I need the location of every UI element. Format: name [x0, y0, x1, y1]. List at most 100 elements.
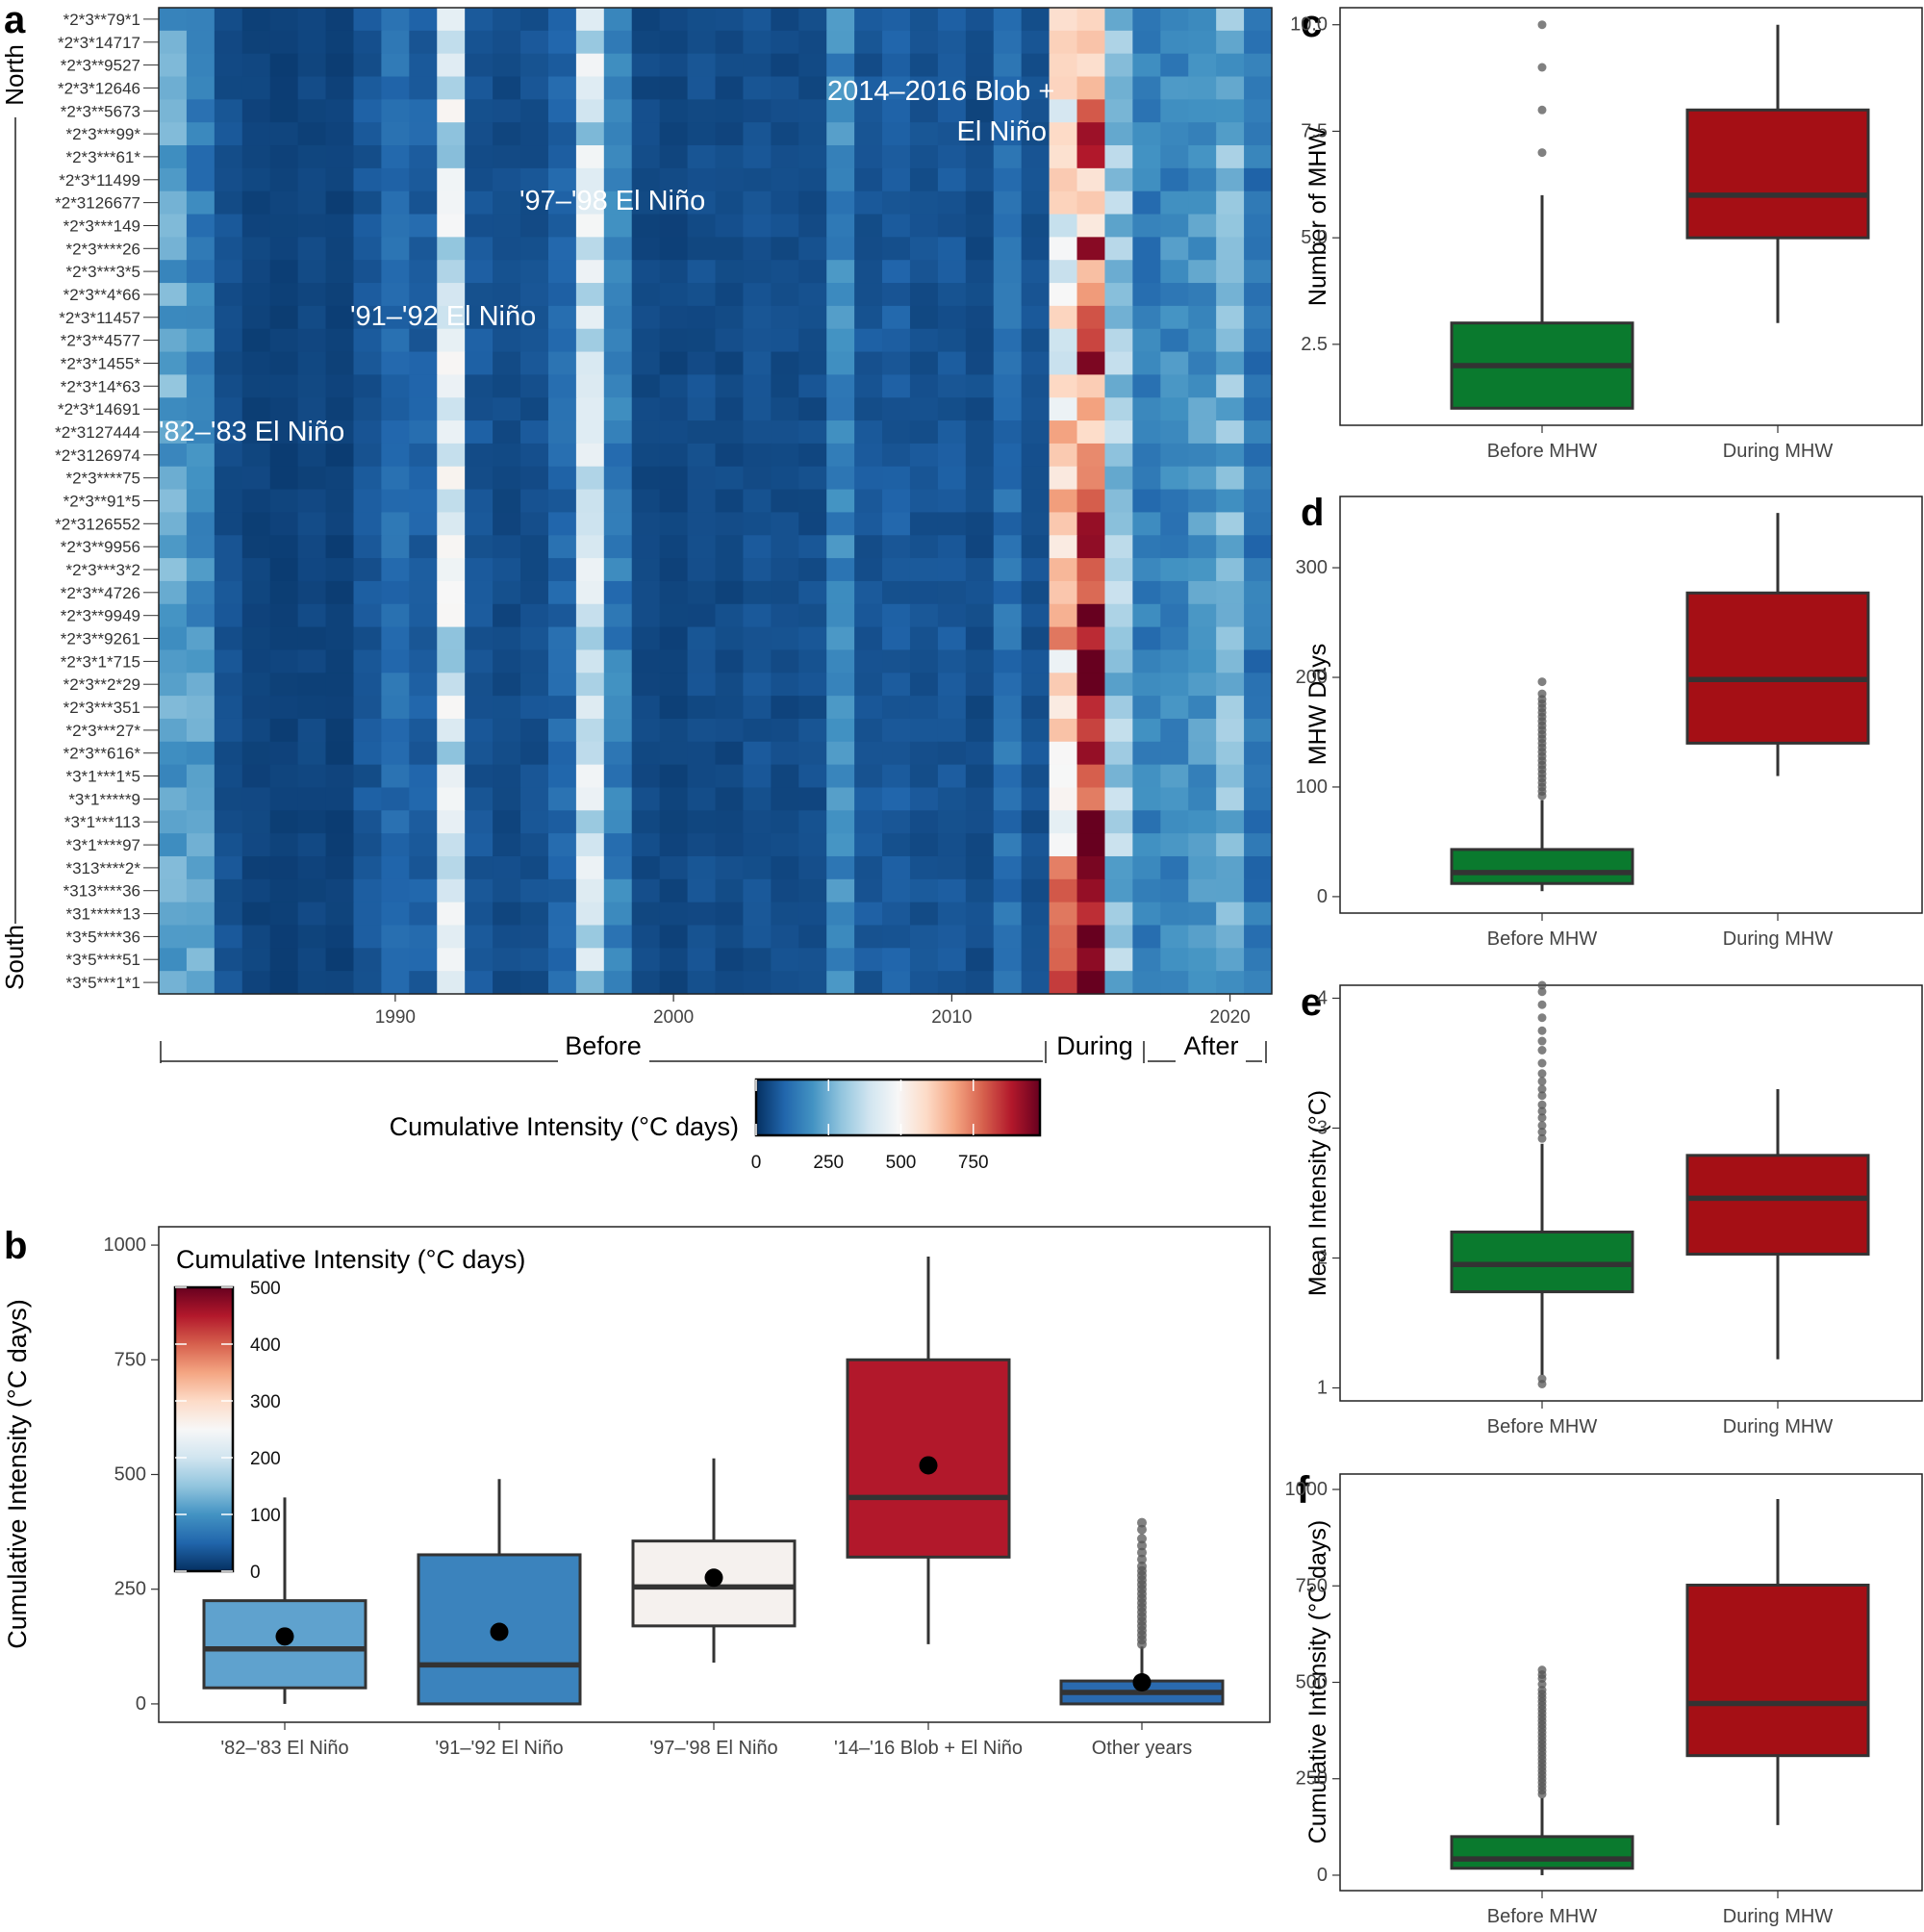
- heatmap-cell: [798, 810, 827, 834]
- colorbar-tick-label: 0: [751, 1153, 762, 1173]
- heatmap-cell: [909, 512, 939, 536]
- heatmap-cell: [798, 145, 827, 169]
- heatmap-cell: [353, 122, 383, 146]
- heatmap-cell: [325, 673, 355, 697]
- heatmap-cell: [493, 167, 521, 192]
- heatmap-cell: [854, 787, 883, 811]
- heatmap-cell: [575, 580, 605, 605]
- heatmap-cell: [743, 305, 772, 330]
- heatmap-cell: [493, 558, 521, 582]
- heatmap-cell: [1188, 971, 1217, 995]
- heatmap-cell: [409, 878, 438, 903]
- heatmap-cell: [437, 466, 466, 491]
- heatmap-cell: [1021, 328, 1051, 353]
- heatmap-cell: [547, 673, 577, 697]
- heatmap-cell: [297, 397, 327, 421]
- heatmap-cell: [631, 649, 661, 674]
- heatmap-cell: [159, 603, 188, 628]
- heatmap-cell: [1216, 833, 1245, 857]
- heatmap-cell: [1104, 397, 1133, 421]
- heatmap-cell: [575, 718, 605, 743]
- heatmap-cell: [603, 787, 633, 811]
- heatmap-cell: [687, 558, 717, 582]
- heatmap-cell: [1160, 810, 1189, 834]
- heatmap-cell: [854, 214, 883, 238]
- heatmap-cell: [575, 397, 605, 421]
- heatmap-cell: [965, 122, 995, 146]
- heatmap-cell: [743, 673, 772, 697]
- site-label: *3*1*****9: [68, 790, 140, 808]
- heatmap-cell: [1104, 741, 1133, 766]
- heatmap-cell: [1160, 787, 1189, 811]
- heatmap-cell: [826, 512, 855, 536]
- x-tick-label: Before MHW: [1487, 441, 1598, 462]
- heatmap-cell: [1021, 649, 1051, 674]
- heatmap-cell: [547, 925, 577, 949]
- heatmap-cell: [771, 466, 799, 491]
- heatmap-cell: [909, 443, 939, 468]
- heatmap-cell: [159, 76, 188, 100]
- site-label: *2*3*1455*: [61, 355, 141, 373]
- heatmap-cell: [1244, 787, 1273, 811]
- heatmap-cell: [715, 603, 745, 628]
- heatmap-cell: [214, 283, 243, 307]
- y-tick-label: 7.5: [1301, 120, 1328, 141]
- heatmap-cell: [520, 948, 549, 972]
- heatmap-cell: [1188, 626, 1217, 651]
- heatmap-cell: [1132, 649, 1161, 674]
- heatmap-cell: [409, 305, 438, 330]
- heatmap-cell: [465, 603, 494, 628]
- heatmap-cell: [771, 810, 799, 834]
- heatmap-cell: [353, 741, 383, 766]
- heatmap-cell: [381, 283, 410, 307]
- heatmap-cell: [659, 374, 689, 398]
- heatmap-cell: [1132, 420, 1161, 445]
- mean-point: [919, 1456, 938, 1475]
- heatmap-cell: [937, 466, 967, 491]
- heatmap-cell: [547, 53, 577, 78]
- outlier-point: [1537, 1374, 1547, 1384]
- heatmap-cell: [993, 535, 1023, 559]
- heatmap-cell: [965, 99, 995, 123]
- heatmap-cell: [715, 305, 745, 330]
- heatmap-cell: [269, 237, 299, 261]
- heatmap-cell: [297, 925, 327, 949]
- heatmap-cell: [1216, 741, 1245, 766]
- heatmap-cell: [493, 649, 521, 674]
- heatmap-cell: [937, 53, 967, 78]
- heatmap-cell: [771, 260, 799, 284]
- heatmap-cell: [743, 902, 772, 927]
- heatmap-cell: [547, 512, 577, 536]
- heatmap-cell: [353, 76, 383, 100]
- heatmap-cell: [159, 99, 188, 123]
- heatmap-cell: [325, 76, 355, 100]
- period-during-label: During: [1056, 1031, 1133, 1060]
- y-tick-label: 4: [1317, 988, 1328, 1009]
- heatmap-cell: [1049, 145, 1078, 169]
- heatmap-cell: [854, 558, 883, 582]
- heatmap-cell: [1104, 351, 1133, 375]
- panel-f-y-label: Cumulative Intensity (°C days): [1304, 1520, 1331, 1844]
- heatmap-cell: [269, 948, 299, 972]
- heatmap-cell: [743, 810, 772, 834]
- heatmap-cell: [520, 810, 549, 834]
- heatmap-cell: [1132, 351, 1161, 375]
- heatmap-cell: [965, 971, 995, 995]
- heatmap-cell: [1244, 855, 1273, 880]
- heatmap-cell: [993, 283, 1023, 307]
- heatmap-cell: [603, 580, 633, 605]
- panel-c-y-label: Number of MHW: [1304, 127, 1331, 307]
- heatmap-cell: [547, 649, 577, 674]
- heatmap-cell: [325, 512, 355, 536]
- heatmap-cell: [631, 53, 661, 78]
- heatmap-cell: [297, 558, 327, 582]
- heatmap-cell: [993, 443, 1023, 468]
- heatmap-cell: [1021, 948, 1051, 972]
- heatmap-cell: [325, 764, 355, 789]
- heatmap-cell: [575, 696, 605, 720]
- heatmap-cell: [1216, 466, 1245, 491]
- heatmap-cell: [854, 260, 883, 284]
- heatmap-cell: [1076, 948, 1106, 972]
- heatmap-cell: [1244, 53, 1273, 78]
